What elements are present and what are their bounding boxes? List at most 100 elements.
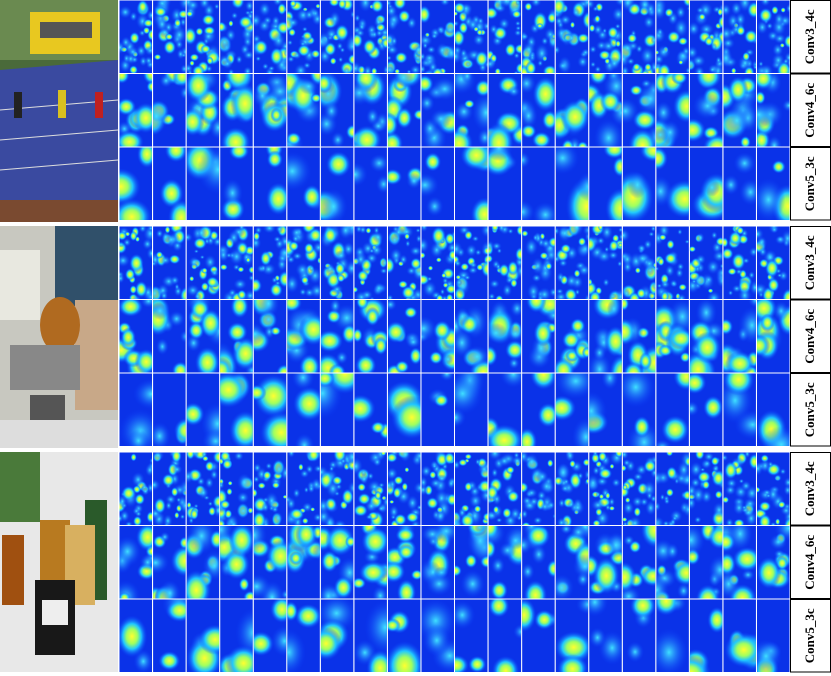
activation — [129, 284, 138, 295]
activation — [253, 384, 267, 401]
feature-map — [287, 599, 320, 672]
activation — [575, 599, 589, 615]
feature-map — [488, 452, 522, 525]
activation — [618, 233, 622, 241]
activation — [174, 511, 180, 519]
activation — [333, 576, 354, 599]
activation — [556, 517, 567, 525]
activation — [186, 10, 194, 18]
feature-map — [220, 373, 253, 446]
feature-map — [253, 0, 287, 73]
activation — [365, 514, 373, 520]
activation — [220, 127, 251, 147]
activation — [458, 458, 468, 467]
activation — [165, 599, 186, 623]
activation — [601, 39, 616, 53]
activation — [270, 599, 287, 624]
activation — [783, 34, 790, 49]
activation — [405, 335, 421, 349]
activation — [186, 469, 194, 484]
activation — [592, 344, 607, 361]
feature-row: Conv4_6c — [119, 73, 831, 147]
activation — [656, 599, 680, 616]
activation — [558, 259, 568, 268]
activation — [304, 9, 314, 21]
activation — [354, 61, 363, 73]
activation — [235, 55, 243, 64]
activation — [733, 518, 745, 525]
activation — [491, 557, 505, 575]
activation — [733, 152, 756, 175]
activation — [544, 27, 555, 42]
activation — [289, 551, 303, 566]
activation — [652, 262, 656, 269]
activation — [471, 235, 480, 242]
activation — [488, 58, 496, 70]
activation — [582, 458, 589, 467]
activation — [694, 516, 702, 524]
activation — [665, 488, 674, 497]
activation — [253, 322, 265, 346]
activation — [611, 478, 621, 488]
activation — [609, 463, 615, 470]
activation — [648, 231, 655, 237]
feature-map — [119, 147, 153, 220]
activation — [725, 517, 734, 525]
activation — [511, 455, 522, 466]
feature-map — [455, 226, 488, 299]
activation — [195, 27, 204, 36]
feature-map — [622, 226, 656, 299]
activation — [505, 465, 515, 475]
activation — [539, 251, 549, 260]
feature-map — [186, 74, 220, 147]
activation — [387, 294, 394, 299]
activation — [673, 373, 689, 391]
activation — [179, 497, 186, 514]
activation — [179, 536, 186, 550]
feature-map — [220, 526, 253, 599]
activation — [369, 153, 387, 173]
activation — [425, 571, 453, 596]
feature-map — [320, 373, 354, 446]
activation — [258, 1, 271, 17]
activation — [336, 273, 345, 283]
activation — [735, 25, 746, 37]
activation — [275, 226, 284, 234]
activation — [702, 134, 723, 147]
activation — [622, 251, 634, 267]
activation — [771, 52, 786, 68]
activation — [766, 135, 782, 147]
activation — [614, 452, 622, 458]
activation — [362, 64, 373, 73]
activation — [656, 0, 667, 21]
activation — [511, 9, 522, 19]
activation — [210, 469, 219, 480]
label-cell — [790, 147, 831, 221]
activation — [623, 361, 644, 373]
activation — [301, 502, 313, 513]
activation — [193, 249, 199, 254]
activation — [139, 554, 153, 571]
activation — [678, 283, 687, 291]
feature-map — [455, 599, 488, 672]
activation — [129, 11, 138, 22]
activation — [299, 353, 320, 373]
activation — [714, 490, 723, 500]
activation — [120, 36, 131, 49]
activation — [387, 112, 399, 138]
activation — [347, 226, 354, 233]
activation — [622, 41, 635, 55]
activation — [320, 33, 327, 49]
activation — [696, 6, 705, 14]
activation — [289, 507, 305, 521]
activation — [605, 503, 611, 512]
activation — [490, 580, 508, 599]
activation — [372, 231, 384, 244]
activation — [608, 239, 619, 252]
activation — [333, 519, 347, 525]
feature-map — [756, 226, 790, 299]
feature-map — [689, 226, 723, 299]
photo-bottles — [0, 452, 118, 672]
activation — [525, 487, 538, 498]
activation — [322, 226, 338, 245]
